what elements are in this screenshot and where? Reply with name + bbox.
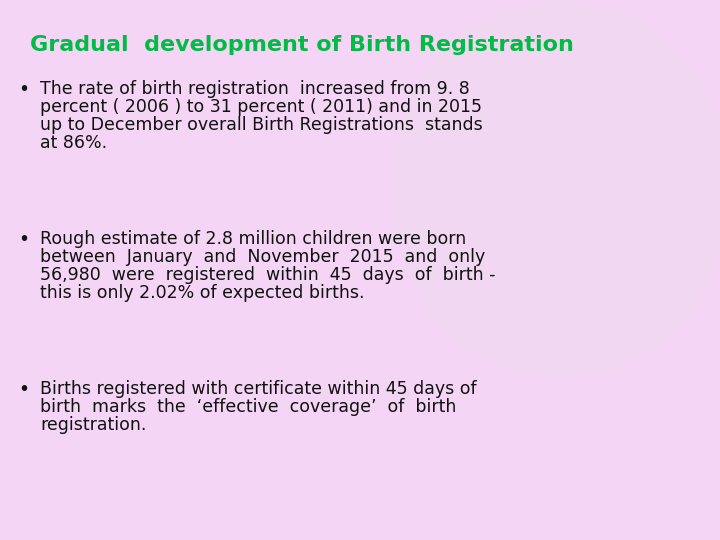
Text: The rate of birth registration  increased from 9. 8: The rate of birth registration increased…	[40, 80, 469, 98]
Text: up to December overall Birth Registrations  stands: up to December overall Birth Registratio…	[40, 116, 482, 134]
Text: at 86%.: at 86%.	[40, 134, 107, 152]
Text: between  January  and  November  2015  and  only: between January and November 2015 and on…	[40, 248, 485, 266]
Text: Rough estimate of 2.8 million children were born: Rough estimate of 2.8 million children w…	[40, 230, 467, 248]
Text: birth  marks  the  ‘effective  coverage’  of  birth: birth marks the ‘effective coverage’ of …	[40, 398, 456, 416]
Text: •: •	[18, 380, 29, 399]
Text: Births registered with certificate within 45 days of: Births registered with certificate withi…	[40, 380, 477, 398]
Text: Gradual  development of Birth Registration: Gradual development of Birth Registratio…	[30, 35, 574, 55]
Text: percent ( 2006 ) to 31 percent ( 2011) and in 2015: percent ( 2006 ) to 31 percent ( 2011) a…	[40, 98, 482, 116]
Text: •: •	[18, 230, 29, 249]
Text: •: •	[18, 80, 29, 99]
Ellipse shape	[390, 0, 720, 380]
Text: registration.: registration.	[40, 416, 146, 434]
Text: this is only 2.02% of expected births.: this is only 2.02% of expected births.	[40, 284, 364, 302]
Text: 56,980  were  registered  within  45  days  of  birth -: 56,980 were registered within 45 days of…	[40, 266, 495, 284]
